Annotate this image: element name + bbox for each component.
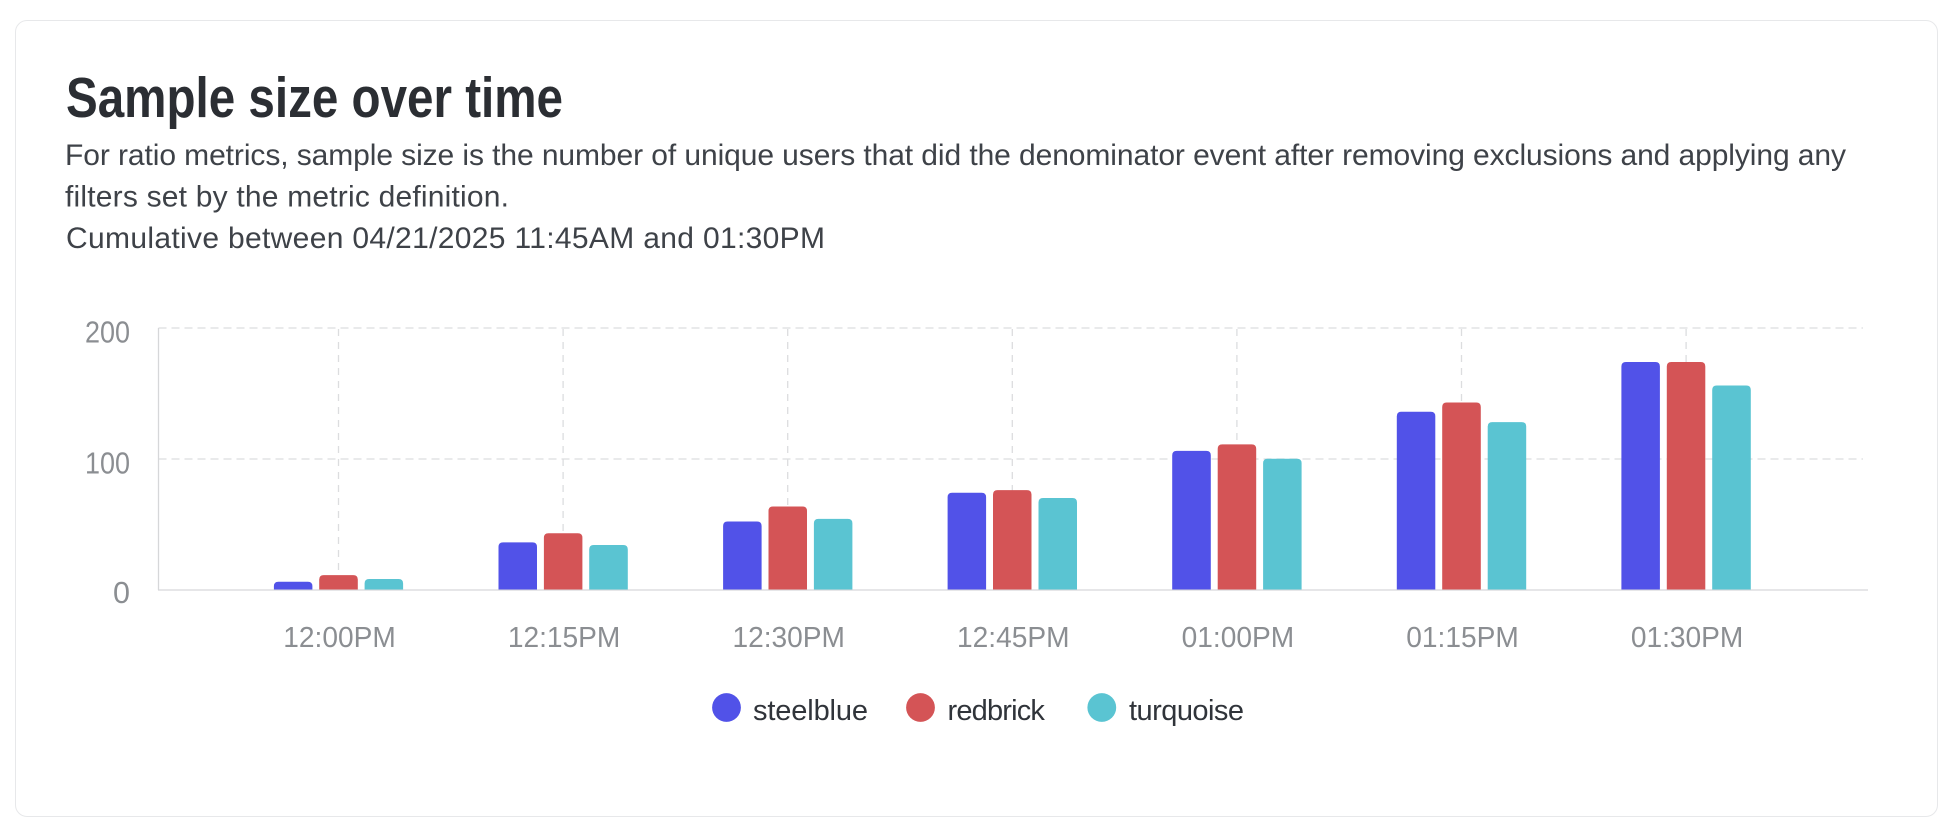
svg-text:Sample size over time: Sample size over time bbox=[66, 66, 563, 130]
svg-text:filters set by the metric defi: filters set by the metric definition. bbox=[65, 181, 509, 214]
svg-text:100: 100 bbox=[85, 446, 130, 480]
svg-text:For ratio metrics, sample size: For ratio metrics, sample size is the nu… bbox=[65, 139, 1846, 172]
svg-text:12:00PM: 12:00PM bbox=[283, 622, 396, 654]
svg-text:12:45PM: 12:45PM bbox=[957, 622, 1070, 654]
svg-text:0: 0 bbox=[113, 576, 130, 610]
svg-text:redbrick: redbrick bbox=[948, 695, 1046, 727]
svg-text:200: 200 bbox=[85, 315, 130, 349]
svg-text:Cumulative between 04/21/2025: Cumulative between 04/21/2025 11:45AM an… bbox=[66, 222, 825, 255]
svg-text:steelblue: steelblue bbox=[753, 695, 868, 727]
svg-text:turquoise: turquoise bbox=[1129, 695, 1244, 727]
svg-text:12:15PM: 12:15PM bbox=[508, 622, 621, 654]
svg-text:12:30PM: 12:30PM bbox=[732, 622, 845, 654]
svg-text:01:00PM: 01:00PM bbox=[1182, 622, 1295, 654]
svg-text:01:15PM: 01:15PM bbox=[1406, 622, 1519, 654]
svg-text:01:30PM: 01:30PM bbox=[1631, 622, 1744, 654]
